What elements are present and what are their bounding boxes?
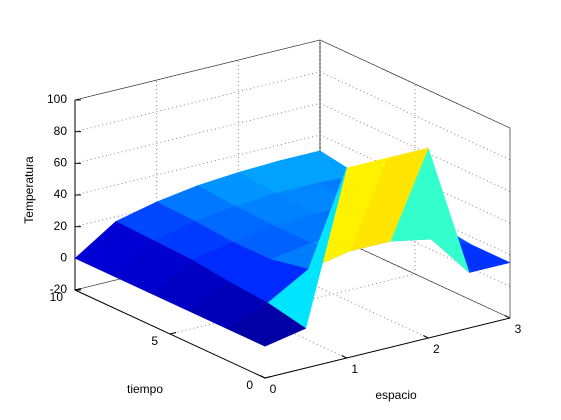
z-tick-label: 80 bbox=[54, 124, 68, 138]
x-tick bbox=[259, 375, 266, 379]
z-grid-line bbox=[319, 71, 511, 161]
z-grid-line bbox=[319, 39, 511, 129]
x-tick-label: 1 bbox=[351, 362, 358, 376]
x-tick-label: 0 bbox=[270, 382, 277, 396]
y-axis-label: tiempo bbox=[127, 382, 163, 396]
x-tick-label: 2 bbox=[433, 342, 440, 356]
x-axis bbox=[264, 317, 511, 379]
z-tick-label: 60 bbox=[54, 156, 68, 170]
z-grid-line bbox=[319, 102, 511, 192]
z-axis-label: Temperatura bbox=[22, 156, 36, 224]
x-tick bbox=[423, 335, 429, 339]
surface-patch bbox=[226, 302, 307, 347]
x-tick-label: 3 bbox=[515, 322, 522, 336]
y-tick-label: 0 bbox=[246, 378, 253, 392]
z-tick-label: 0 bbox=[60, 251, 67, 265]
y-tick-label: 5 bbox=[151, 334, 158, 348]
z-grid-line bbox=[319, 197, 511, 287]
z-tick-label: 100 bbox=[47, 92, 67, 106]
y-tick bbox=[264, 376, 272, 379]
y-tick bbox=[74, 288, 82, 291]
z-tick-label: 20 bbox=[54, 219, 68, 233]
x-axis-label: espacio bbox=[375, 388, 417, 402]
z-tick-label: -20 bbox=[50, 282, 68, 296]
y-tick-label: 10 bbox=[50, 290, 64, 304]
x-tick bbox=[341, 355, 347, 359]
y-tick bbox=[169, 332, 177, 335]
z-tick-label: 40 bbox=[54, 187, 68, 201]
x-tick bbox=[504, 315, 511, 319]
